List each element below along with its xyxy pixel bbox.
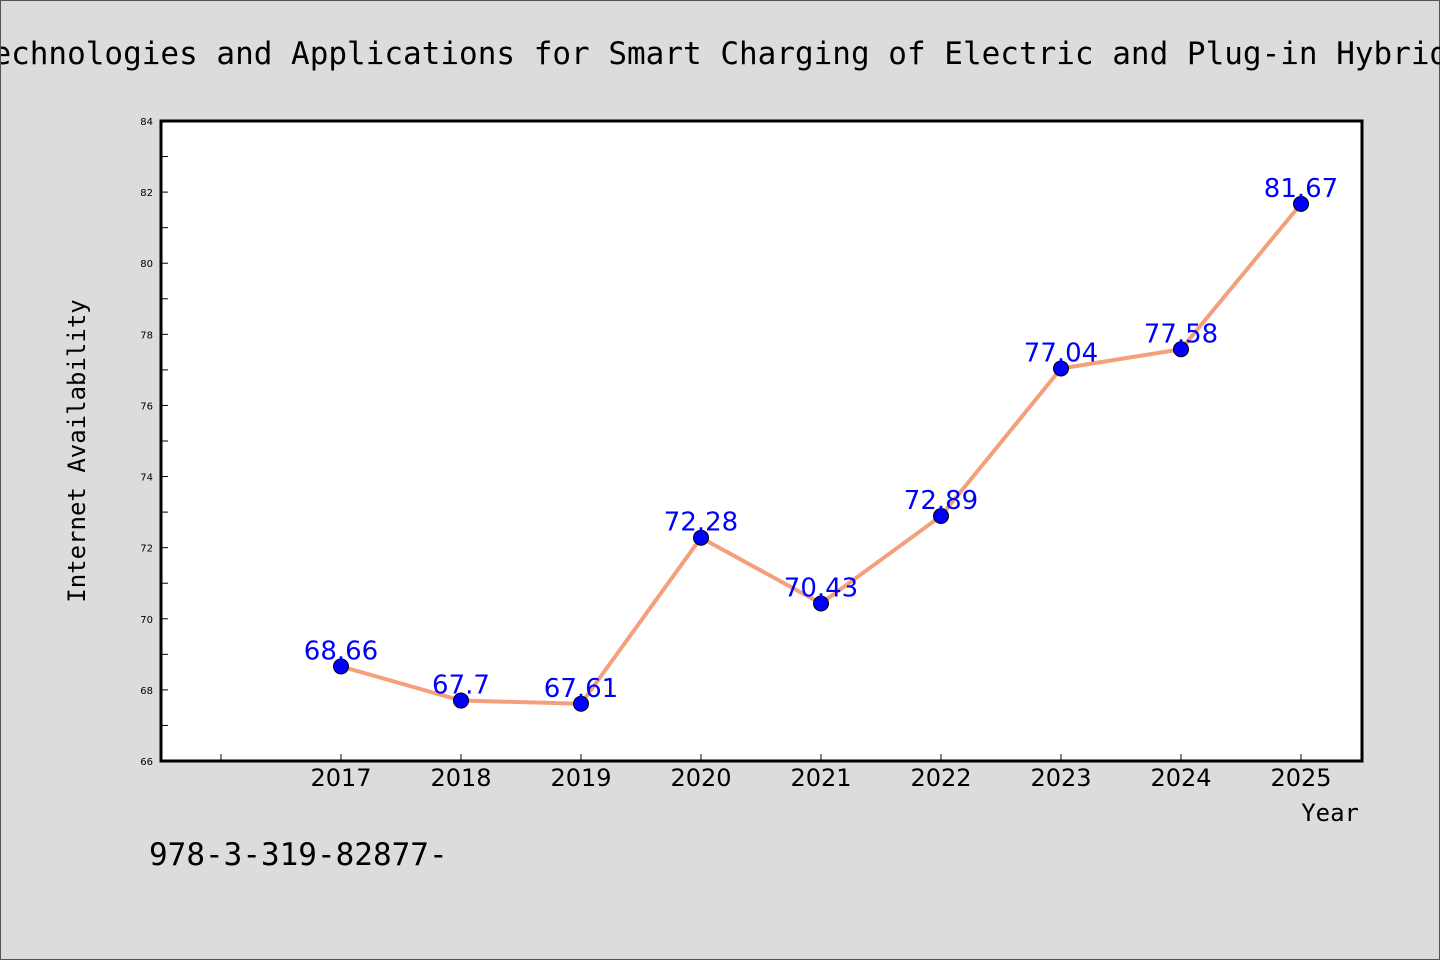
x-tick-label: 2020 <box>670 764 731 792</box>
x-axis: 2017 2018 2019 2020 2021 2022 2023 2024 2025 <box>220 754 1332 792</box>
data-point <box>1173 341 1189 358</box>
data-point <box>933 508 949 525</box>
x-axis-label: Year <box>1301 799 1359 827</box>
data-point <box>1293 195 1309 212</box>
x-tick-label: 2021 <box>790 764 851 792</box>
x-tick-label: 2022 <box>910 764 971 792</box>
y-tick-label: 76 <box>140 401 153 412</box>
footnote-text: 978-3-319-82877- <box>149 837 448 873</box>
data-point <box>333 658 349 675</box>
y-tick-label: 80 <box>140 259 153 270</box>
x-tick-label: 2025 <box>1270 764 1331 792</box>
data-label: 67.61 <box>544 674 618 704</box>
x-tick-label: 2019 <box>550 764 611 792</box>
data-label: 67.7 <box>432 671 490 701</box>
y-tick-label: 68 <box>140 686 153 697</box>
x-tick-label: 2023 <box>1030 764 1091 792</box>
y-tick-label: 82 <box>140 188 153 199</box>
data-point <box>693 529 709 546</box>
y-tick-label: 74 <box>140 473 153 484</box>
plot-area <box>159 119 1364 763</box>
y-tick-label: 72 <box>140 544 153 555</box>
data-label: 72.28 <box>664 508 738 538</box>
data-point <box>573 695 589 712</box>
y-tick-label: 70 <box>140 615 153 626</box>
data-label: 68.66 <box>304 636 378 666</box>
x-tick-label: 2018 <box>430 764 491 792</box>
data-label: 70.43 <box>784 573 858 603</box>
y-axis-label: Internet Availability <box>63 299 91 602</box>
data-label: 72.89 <box>904 486 978 516</box>
y-axis: 66 68 70 72 74 76 78 80 82 84 <box>140 117 168 768</box>
data-point <box>453 692 469 709</box>
data-label: 77.58 <box>1144 319 1218 349</box>
data-point <box>813 595 829 612</box>
chart-title: Technologies and Applications for Smart … <box>1 36 1440 72</box>
data-label: 77.04 <box>1024 338 1098 368</box>
data-point <box>1053 360 1069 377</box>
x-tick-label: 2024 <box>1150 764 1211 792</box>
y-tick-label: 78 <box>140 330 153 341</box>
y-tick-label: 84 <box>140 117 153 128</box>
data-label: 81.67 <box>1264 174 1338 204</box>
y-tick-label: 66 <box>140 757 153 768</box>
data-series: 68.66 67.7 67.61 72.28 70.43 72.89 77.04 77.58 8… <box>304 174 1338 712</box>
x-tick-label: 2017 <box>310 764 371 792</box>
